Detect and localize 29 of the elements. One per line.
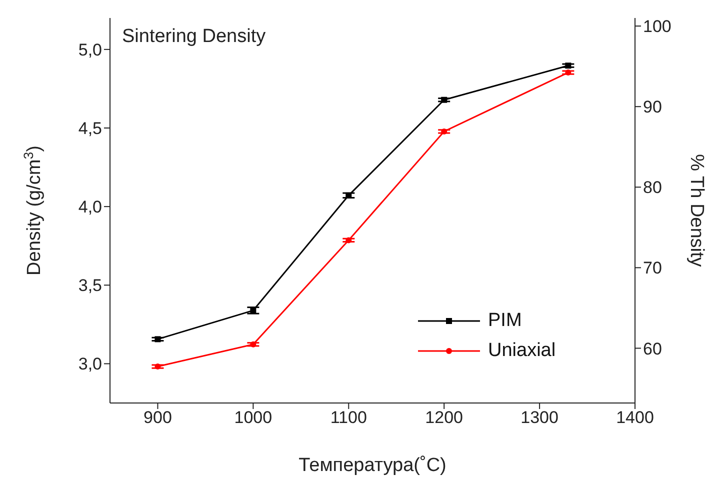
y-tick-label: 4,5 (78, 119, 102, 138)
point (250, 341, 256, 348)
x-tick-label: 900 (144, 408, 172, 428)
chart-title: Sintering Density (122, 26, 266, 48)
x-tick-label: 1400 (616, 408, 654, 428)
point (346, 237, 352, 244)
y2-tick-label: 70 (643, 258, 662, 278)
point (441, 96, 448, 103)
y-tick-label: 3,0 (78, 354, 102, 374)
y2-tick-label: 80 (643, 178, 662, 198)
y-tick-label: 3,5 (78, 276, 102, 296)
x-axis-title: Температура(˚C) (298, 455, 446, 476)
point (154, 364, 161, 370)
x-tick-label: 1200 (425, 408, 464, 428)
point (441, 128, 448, 134)
point (154, 336, 161, 342)
legend-label: PIM (488, 310, 522, 332)
x-tick-label: 1100 (330, 408, 367, 428)
x-tick-label: 1300 (520, 408, 558, 428)
point (565, 70, 572, 76)
legend-label: Uniaxial (488, 340, 556, 362)
y2-tick-label: 90 (643, 98, 662, 117)
y2-tick-label: 100 (643, 17, 672, 36)
x-tick-label: 1000 (234, 408, 272, 428)
y-tick-label: 4,0 (78, 198, 102, 217)
y2-axis-title: % Th Density (686, 154, 707, 268)
y-tick-label: 5,0 (78, 40, 102, 60)
y2-tick-label: 60 (643, 339, 662, 358)
point (565, 62, 572, 69)
